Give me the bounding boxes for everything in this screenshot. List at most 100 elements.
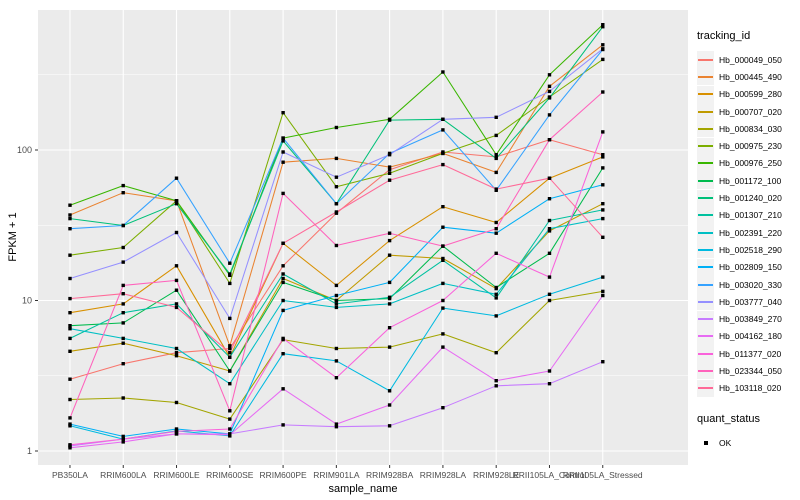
data-point <box>441 406 445 410</box>
panel-background <box>38 10 688 465</box>
data-point <box>494 292 498 296</box>
data-point <box>68 349 72 353</box>
legend-key-swatch <box>697 327 714 345</box>
x-tick-label: RRII105LA_Control <box>513 470 587 480</box>
data-point <box>441 281 445 286</box>
legend-item-Hb_000975_230: Hb_000975_230 <box>697 137 799 155</box>
data-point <box>228 355 232 359</box>
data-point <box>68 446 72 450</box>
data-point <box>281 276 285 281</box>
data-point <box>387 118 392 122</box>
legend-key-line <box>698 318 713 321</box>
data-point <box>281 272 285 276</box>
legend-item-label: Hb_002518_290 <box>719 244 782 255</box>
data-point <box>334 156 339 161</box>
y-tick-label: 10 <box>22 296 32 306</box>
legend-key-swatch <box>697 172 714 190</box>
legend-item-label: Hb_004162_180 <box>719 331 782 342</box>
data-point <box>494 133 498 138</box>
data-point <box>494 231 498 235</box>
legend-key-line <box>698 387 713 390</box>
data-point <box>174 202 179 206</box>
x-tick-label: RRIM600LA <box>100 470 147 480</box>
quant-legend-item-ok: OK <box>697 434 799 451</box>
data-point <box>547 73 552 77</box>
legend-item-label: Hb_000049_050 <box>719 54 782 65</box>
legend-item-Hb_000049_050: Hb_000049_050 <box>697 51 799 69</box>
legend-item-Hb_000976_250: Hb_000976_250 <box>697 154 799 172</box>
legend-key-line <box>698 300 713 303</box>
legend-key-swatch <box>697 224 714 242</box>
data-point <box>334 202 339 206</box>
data-point <box>387 168 392 172</box>
legend-title-tracking-id: tracking_id <box>697 30 751 42</box>
data-point <box>228 261 232 265</box>
legend-item-label: Hb_003849_270 <box>719 314 782 325</box>
data-point <box>547 292 552 296</box>
data-point <box>68 296 72 301</box>
legend-item-label: Hb_000976_250 <box>719 158 782 169</box>
data-point <box>281 280 285 285</box>
data-point <box>121 434 125 439</box>
data-point <box>601 47 605 51</box>
data-point <box>441 70 445 74</box>
data-point <box>547 138 552 142</box>
data-point <box>441 225 445 229</box>
legend-item-label: Hb_000599_280 <box>719 89 782 100</box>
data-point <box>494 187 498 191</box>
legend-key-line <box>698 231 713 234</box>
data-point <box>334 298 339 303</box>
data-point <box>121 223 125 228</box>
legend-key-line <box>698 58 713 61</box>
legend-title-quant-status: quant_status <box>697 412 760 425</box>
data-point <box>387 302 392 306</box>
data-point <box>547 229 552 233</box>
legend-key-line <box>698 75 713 78</box>
data-point <box>387 295 392 299</box>
data-point <box>174 427 179 431</box>
data-point <box>228 417 232 421</box>
data-point <box>174 305 179 310</box>
data-point <box>334 243 339 248</box>
data-point <box>68 227 72 231</box>
y-axis-title: FPKM + 1 <box>7 212 19 262</box>
data-point <box>334 359 339 363</box>
legend-key-line <box>698 179 713 182</box>
data-point <box>441 117 445 121</box>
data-point <box>281 241 285 245</box>
legend-item-label: Hb_000707_020 <box>719 106 782 117</box>
data-point <box>121 245 125 250</box>
data-point <box>547 218 552 223</box>
data-point <box>494 379 498 383</box>
data-point <box>387 389 392 393</box>
legend-item-Hb_103118_020: Hb_103118_020 <box>697 379 799 397</box>
data-point <box>441 244 445 248</box>
data-point <box>441 332 445 336</box>
data-point <box>68 216 72 221</box>
legend-item-Hb_001172_100: Hb_001172_100 <box>697 172 799 190</box>
data-point <box>68 416 72 420</box>
data-point <box>387 345 392 349</box>
data-point <box>547 84 552 88</box>
data-point <box>547 197 552 201</box>
data-point <box>68 253 72 257</box>
data-point <box>228 382 232 386</box>
data-point <box>601 153 605 157</box>
data-point <box>281 139 285 143</box>
data-point <box>68 324 72 328</box>
data-point <box>494 153 498 157</box>
data-point <box>68 203 72 207</box>
data-point <box>174 354 179 358</box>
legend-key-swatch <box>697 310 714 328</box>
data-point <box>121 440 125 444</box>
data-point <box>121 396 125 400</box>
legend-key-line <box>698 248 713 251</box>
legend-item-label: Hb_001240_020 <box>719 193 782 204</box>
legend-item-label: Hb_003777_040 <box>719 296 782 307</box>
data-point <box>601 90 605 94</box>
data-point <box>547 382 552 386</box>
legend-key-swatch <box>697 103 714 121</box>
data-point <box>601 293 605 298</box>
data-point <box>547 176 552 180</box>
